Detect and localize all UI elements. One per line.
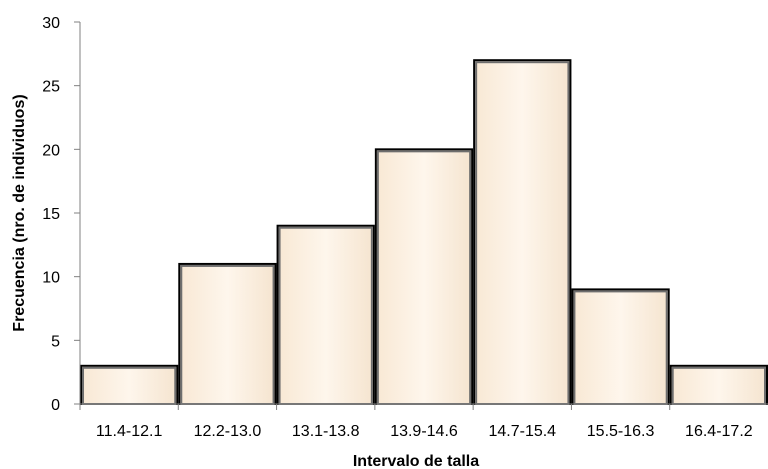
x-axis-title: Intervalo de talla — [353, 453, 479, 469]
x-ticks-group: 11.4-12.1 12.2-13.0 13.1-13.8 13.9-14.6 14.7… — [79, 404, 753, 440]
x-tick-label: 16.4-17.2 — [685, 423, 753, 440]
bar — [473, 59, 572, 405]
x-tick-label: 14.7-15.4 — [488, 423, 556, 440]
x-tick-label: 11.4-12.1 — [96, 423, 163, 440]
y-tick-label: 10 — [42, 270, 60, 287]
x-tick-label: 13.1-13.8 — [292, 423, 360, 440]
x-tick-label: 15.5-16.3 — [587, 423, 655, 440]
bar — [178, 262, 277, 405]
bar — [276, 224, 375, 405]
bars-group — [80, 59, 768, 405]
y-tick-label: 20 — [42, 142, 60, 159]
x-tick-label: 12.2-13.0 — [194, 423, 262, 440]
bar — [669, 364, 768, 405]
bar — [374, 148, 474, 405]
y-tick-label: 0 — [51, 397, 60, 414]
x-tick-label: 13.9-14.6 — [390, 423, 458, 440]
y-tick-label: 15 — [42, 206, 60, 223]
y-axis-title: Frecuencia (nro. de individuos) — [11, 94, 28, 331]
bar — [571, 288, 670, 405]
y-ticks-group: 0 5 10 15 20 25 30 — [42, 15, 80, 414]
y-tick-label: 25 — [42, 79, 60, 96]
bar — [80, 364, 179, 405]
y-tick-label: 30 — [42, 15, 60, 32]
y-tick-label: 5 — [51, 333, 60, 350]
